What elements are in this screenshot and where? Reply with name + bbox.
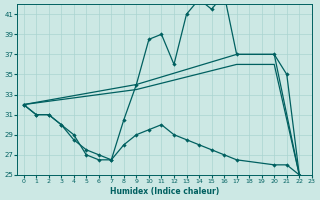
X-axis label: Humidex (Indice chaleur): Humidex (Indice chaleur) [110,187,219,196]
